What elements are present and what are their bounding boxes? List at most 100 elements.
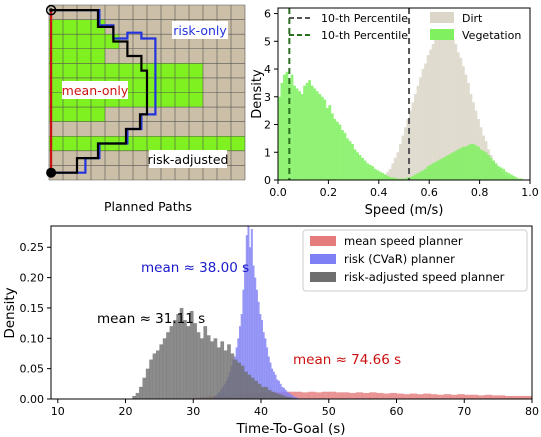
histogram-bar xyxy=(262,332,265,399)
histogram-bar xyxy=(216,347,221,399)
histogram-bar xyxy=(250,229,253,399)
histogram-bar xyxy=(409,177,412,180)
histogram-bar xyxy=(298,91,301,180)
histogram-bar xyxy=(391,177,395,180)
histogram-bar xyxy=(233,359,238,399)
histogram-bar xyxy=(398,143,402,180)
histogram-bar xyxy=(376,170,380,180)
histogram-bar xyxy=(429,164,433,180)
histogram-bar xyxy=(252,265,255,399)
histogram-bar xyxy=(293,85,296,180)
histogram-bar xyxy=(382,393,391,399)
histogram-bar xyxy=(514,177,518,180)
histogram-bar xyxy=(489,157,493,180)
legend-text-risk: risk (CVaR) planner xyxy=(344,252,455,266)
histogram-bar xyxy=(269,362,272,399)
legend-text-mean-speed: mean speed planner xyxy=(344,234,463,248)
histogram-bar xyxy=(183,320,187,399)
histogram-bar xyxy=(396,393,404,399)
histogram-bar xyxy=(477,395,485,399)
histogram-bar xyxy=(525,395,533,399)
histogram-bar xyxy=(371,166,375,180)
histogram-bar xyxy=(469,94,473,180)
histogram-bar xyxy=(426,166,430,180)
histogram-bar xyxy=(363,160,367,180)
histogram-bar xyxy=(464,394,472,399)
histogram-bar xyxy=(434,38,438,180)
histogram-bar xyxy=(330,113,334,180)
histogram-bar xyxy=(264,386,269,399)
histogram-bar xyxy=(132,395,136,399)
histogram-bar xyxy=(296,397,299,399)
histogram-bar xyxy=(361,157,364,180)
histogram-bar xyxy=(321,391,330,399)
histogram-bar xyxy=(404,178,407,180)
histogram-bar xyxy=(416,173,420,180)
y-tick-label: 0 xyxy=(264,174,271,187)
speed-histogram-panel: 0.0 0.2 0.4 0.6 0.8 1.0 0 1 2 3 4 5 6 Speed (m/s) D… xyxy=(250,7,539,218)
start-marker xyxy=(46,167,57,178)
histogram-bar xyxy=(186,326,191,399)
y-tick-label: 0.20 xyxy=(20,272,45,285)
histogram-bar xyxy=(281,386,284,399)
histogram-bar xyxy=(426,55,430,181)
histogram-bar xyxy=(362,392,370,399)
histogram-bar xyxy=(152,353,157,399)
speed-plot-frame xyxy=(277,7,531,181)
histogram-bar xyxy=(203,326,208,399)
histogram-bar xyxy=(414,94,417,180)
histogram-bar xyxy=(446,32,450,180)
histogram-bar xyxy=(301,392,309,399)
histogram-bar xyxy=(254,277,257,399)
histogram-bar xyxy=(518,395,526,399)
histogram-bar xyxy=(249,247,252,399)
histogram-bar xyxy=(393,157,397,180)
histogram-bar xyxy=(305,82,309,180)
histogram-bar xyxy=(416,85,420,180)
x-tick-label: 70 xyxy=(457,405,471,418)
histogram-bar xyxy=(290,74,294,180)
histogram-bar xyxy=(271,391,275,399)
planned-path-lines xyxy=(49,9,157,174)
histogram-bar xyxy=(280,82,284,180)
path-risk-adjusted xyxy=(51,9,149,174)
histogram-bar xyxy=(356,152,359,180)
histogram-bar xyxy=(310,85,314,180)
histogram-bar xyxy=(441,157,445,180)
x-tick-label: 0.4 xyxy=(370,186,388,199)
histogram-bar xyxy=(439,32,443,180)
histogram-bar xyxy=(444,156,448,180)
histogram-bar xyxy=(443,394,452,399)
histogram-bar xyxy=(441,30,445,181)
histogram-bar xyxy=(517,178,521,180)
histogram-bar xyxy=(308,391,316,399)
histogram-bar xyxy=(267,356,270,399)
histogram-bar xyxy=(403,394,411,399)
speed-x-ticks: 0.0 0.2 0.4 0.6 0.8 1.0 xyxy=(269,180,539,199)
histogram-bar xyxy=(196,332,201,399)
histogram-bar xyxy=(504,171,508,180)
ttg-x-ticks: 10 20 30 40 50 60 70 80 xyxy=(51,399,539,418)
histogram-bar xyxy=(346,138,349,180)
histogram-bar xyxy=(303,85,307,180)
histogram-bar xyxy=(494,163,498,180)
annotation-mean-speed-mean: mean ≈ 74.66 s xyxy=(293,352,401,368)
histogram-bar xyxy=(288,397,292,399)
histogram-bar xyxy=(424,63,427,180)
histogram-bar xyxy=(451,38,455,180)
histogram-bar xyxy=(498,395,506,399)
histogram-bar xyxy=(242,289,245,399)
histogram-bar xyxy=(318,94,322,180)
histogram-bar xyxy=(237,362,241,399)
histogram-bar xyxy=(434,161,438,180)
histogram-bar xyxy=(401,178,405,180)
histogram-bar xyxy=(285,71,289,180)
histogram-bar xyxy=(353,149,357,180)
x-tick-label: 1.0 xyxy=(521,186,539,199)
histogram-bar xyxy=(135,392,140,399)
histogram-bar xyxy=(429,49,433,181)
histogram-bar xyxy=(274,374,277,399)
histogram-bar xyxy=(247,226,250,399)
ttg-x-axis-label: Time-To-Goal (s) xyxy=(235,421,345,437)
